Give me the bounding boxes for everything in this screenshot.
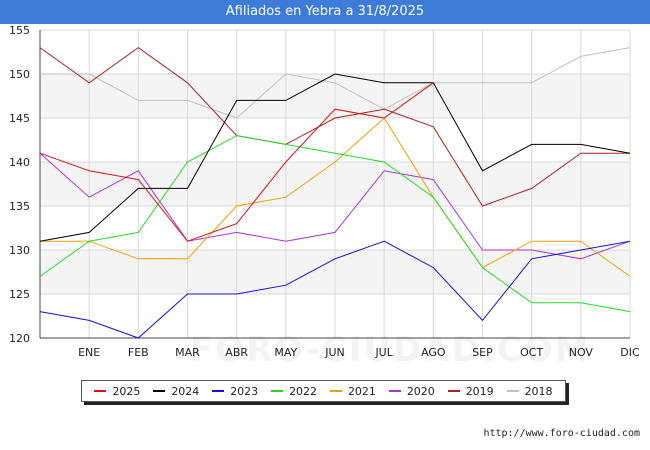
x-tick-label: JUN — [324, 346, 345, 359]
legend-label: 2018 — [524, 384, 553, 398]
y-tick-label: 140 — [9, 156, 30, 169]
legend-item-2020: 2020 — [388, 384, 435, 398]
legend-label: 2025 — [112, 384, 141, 398]
line-chart: 120 125 130 135 140 145 150 155 ENE FEB MAR ABR MAY J… — [9, 24, 640, 359]
y-tick-label: 125 — [9, 288, 30, 301]
legend-label: 2019 — [465, 384, 494, 398]
legend-label: 2022 — [289, 384, 318, 398]
x-tick-label: ABR — [225, 346, 248, 359]
series-line-2022 — [39, 135, 631, 313]
series-line-2021 — [40, 117, 631, 277]
y-tick-label: 120 — [9, 332, 30, 345]
series-line-2019 — [39, 46, 630, 207]
legend-swatch — [506, 390, 519, 392]
x-tick-label: AGO — [421, 346, 446, 359]
legend-swatch — [329, 390, 342, 392]
watermark: FORO-CIUDAD.COM — [190, 330, 591, 370]
legend-swatch — [153, 390, 166, 392]
tick-labels: 120 125 130 135 140 145 150 155 ENE FEB MAR ABR MAY J… — [9, 24, 640, 359]
legend-item-2018: 2018 — [506, 384, 553, 398]
legend-item-2023: 2023 — [212, 385, 258, 398]
legend-item-2019: 2019 — [447, 384, 494, 398]
legend-item-2021: 2021 — [329, 384, 376, 398]
source-url: http://www.foro-ciudad.com — [483, 428, 640, 439]
series-line-2024 — [39, 73, 631, 242]
legend-swatch — [447, 390, 460, 392]
legend-item-2022: 2022 — [271, 385, 317, 398]
legend-swatch — [212, 390, 225, 392]
x-tick-label: FEB — [128, 346, 149, 359]
x-tick-label: MAR — [175, 346, 200, 359]
series-line-2018 — [40, 47, 631, 119]
x-tick-label: OCT — [520, 346, 543, 359]
x-tick-label: ENE — [78, 346, 100, 359]
legend-label: 2020 — [406, 384, 435, 398]
series-line-2020 — [39, 152, 631, 260]
x-tick-label: JUL — [374, 346, 393, 359]
legend: 2025 2024 2023 2022 2021 2020 2019 2018 — [81, 380, 566, 402]
x-tick-label: SEP — [472, 346, 493, 359]
series-line-2025 — [39, 82, 434, 242]
y-tick-label: 130 — [9, 244, 30, 257]
series-line-2023 — [39, 240, 631, 339]
legend-item-2024: 2024 — [153, 385, 199, 398]
legend-swatch — [388, 390, 401, 392]
x-tick-label: DIC — [620, 346, 640, 359]
y-tick-label: 155 — [9, 24, 30, 37]
y-tick-label: 150 — [9, 68, 30, 81]
legend-swatch — [94, 390, 107, 392]
y-tick-label: 145 — [9, 112, 30, 125]
series-lines — [39, 46, 631, 339]
x-tick-label: NOV — [569, 346, 594, 359]
legend-swatch — [271, 390, 284, 392]
legend-item-2025: 2025 — [94, 385, 140, 398]
legend-label: 2021 — [347, 384, 376, 398]
y-tick-label: 135 — [9, 200, 30, 213]
chart-title: Afiliados en Yebra a 31/8/2025 — [0, 0, 650, 24]
legend-label: 2024 — [171, 384, 200, 398]
x-tick-label: MAY — [274, 346, 297, 359]
legend-label: 2023 — [230, 384, 259, 398]
